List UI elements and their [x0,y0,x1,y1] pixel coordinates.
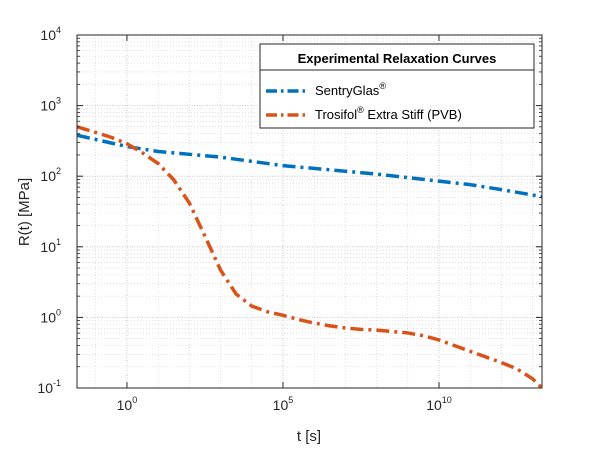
y-tick-exponent: -1 [53,378,61,388]
x-tick-base: 10 [273,397,289,413]
y-axis-label: R(t) [MPa] [16,178,33,246]
y-tick-base: 10 [40,168,56,184]
x-tick-label: 100 [117,395,138,413]
x-tick-label: 105 [273,395,294,413]
legend-entry-trosifol: Trosifol® Extra Stiff (PVB) [315,105,462,122]
x-tick-exponent: 5 [288,395,293,405]
y-tick-label: 10-1 [37,378,61,396]
x-tick-exponent: 10 [442,395,452,405]
x-tick-base: 10 [426,397,442,413]
y-tick-exponent: 1 [56,237,61,247]
legend-entry-trosifol-name: Trosifol [315,107,357,122]
legend-entry-sentryglas-sup: ® [379,81,386,91]
legend-title: Experimental Relaxation Curves [298,51,497,66]
y-tick-label: 101 [40,237,61,255]
plot-frame [76,34,543,389]
y-tick-base: 10 [40,309,56,325]
y-tick-exponent: 2 [56,166,61,176]
legend-entry-trosifol-suffix: Extra Stiff (PVB) [364,107,462,122]
y-tick-label: 103 [40,96,61,114]
y-tick-base: 10 [40,27,56,43]
legend-entry-trosifol-sup: ® [357,105,364,115]
series-layer [77,125,542,388]
y-tick-label: 102 [40,166,61,184]
y-tick-base: 10 [40,98,56,114]
x-tick-label: 1010 [426,395,452,413]
y-tick-exponent: 0 [56,307,61,317]
y-tick-label: 104 [40,25,61,43]
legend-entry-sentryglas-name: SentryGlas [315,83,380,98]
y-tick-exponent: 3 [56,96,61,106]
x-tick-base: 10 [117,397,133,413]
y-tick-label: 100 [40,307,61,325]
legend: Experimental Relaxation Curves SentryGla… [259,43,535,129]
legend-entry-sentryglas: SentryGlas® [315,81,386,98]
y-tick-exponent: 4 [56,25,61,35]
legend-box [259,43,535,129]
x-axis-label: t [s] [297,428,321,445]
series-line-trosifol [77,125,542,388]
x-tick-exponent: 0 [132,395,137,405]
ticks-layer [77,34,542,389]
y-tick-base: 10 [37,380,53,396]
y-tick-base: 10 [40,239,56,255]
